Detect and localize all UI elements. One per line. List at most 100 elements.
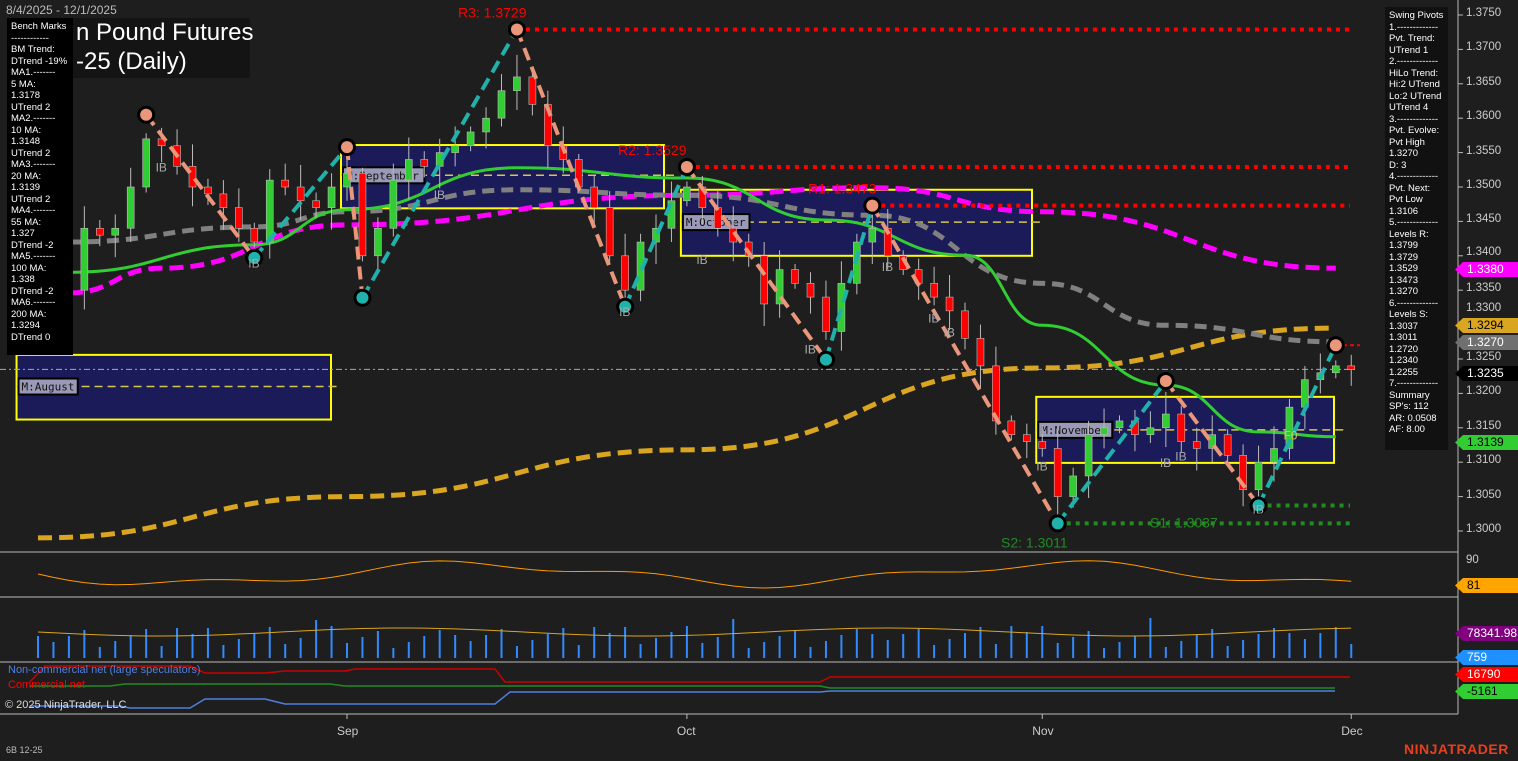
swing-high-icon bbox=[510, 23, 523, 36]
candle-body bbox=[1254, 461, 1263, 491]
candle-body bbox=[281, 179, 290, 188]
y-tick-label: 1.3700 bbox=[1466, 41, 1502, 54]
candle-body bbox=[513, 76, 521, 91]
candle-body bbox=[528, 76, 537, 105]
pivot-line: HiLo Trend: bbox=[1389, 67, 1439, 79]
pivot-line: Pvt. Trend: bbox=[1389, 33, 1435, 44]
pivot-line: 1.2720 bbox=[1389, 343, 1419, 355]
candle-body bbox=[126, 186, 135, 229]
x-tick-label: Oct bbox=[676, 724, 696, 738]
annotation-label: IB bbox=[882, 260, 893, 274]
candle-body bbox=[451, 145, 459, 153]
pivot-line: 2.------------- bbox=[1389, 56, 1439, 67]
pivot-line: UTrend 1 bbox=[1389, 44, 1429, 56]
zigzag-down-segment bbox=[345, 146, 365, 298]
candle-body bbox=[389, 179, 398, 229]
x-tick-label: Sep bbox=[337, 724, 359, 738]
pivot-line: Levels R: bbox=[1389, 228, 1429, 240]
zigzag-down-segment bbox=[515, 28, 627, 308]
annotation-label: IB bbox=[1253, 502, 1264, 516]
pivot-line: 1.3799 bbox=[1389, 240, 1419, 251]
candle-body bbox=[404, 159, 413, 181]
candle-body bbox=[80, 227, 89, 291]
bench-line: BM Trend: bbox=[11, 44, 55, 55]
bench-line: MA5.------- bbox=[11, 251, 56, 262]
bench-line: DTrend 0 bbox=[11, 331, 51, 343]
bench-line: Bench Marks bbox=[11, 21, 67, 32]
candle-body bbox=[1084, 434, 1093, 477]
candle-body bbox=[343, 172, 351, 188]
candle-body bbox=[235, 207, 243, 229]
zigzag-up-segment bbox=[623, 166, 689, 308]
candle-body bbox=[358, 172, 367, 257]
x-axis bbox=[346, 714, 1352, 719]
candle-body bbox=[791, 269, 799, 284]
zigzag-up-segment bbox=[1056, 379, 1168, 525]
candle-body bbox=[265, 179, 274, 243]
lower-panels bbox=[29, 560, 1353, 709]
indicator-tag: 16790 bbox=[1455, 667, 1518, 682]
pivot-line: 6.------------- bbox=[1389, 297, 1439, 309]
legend-commercial: Commercial net bbox=[8, 679, 86, 691]
title-line-1: n Pound Futures bbox=[76, 19, 254, 46]
pivot-line: SP's: 112 bbox=[1389, 401, 1429, 412]
candle-body bbox=[945, 296, 954, 312]
pivot-line: UTrend 4 bbox=[1389, 102, 1429, 113]
bench-line: 5 MA: bbox=[11, 78, 36, 90]
candle-body bbox=[1100, 427, 1108, 435]
pivot-line: 1.3037 bbox=[1389, 320, 1419, 332]
annotation-label: IB bbox=[619, 305, 630, 319]
bench-line: DTrend -2 bbox=[11, 285, 54, 297]
pivot-line: D: 3 bbox=[1389, 159, 1407, 171]
y-tick-label: 1.3500 bbox=[1466, 179, 1502, 191]
bench-line: DTrend -19% bbox=[11, 55, 68, 67]
ninjatrader-logo: NINJATRADER bbox=[1404, 741, 1509, 757]
price-tag: 1.3235 bbox=[1455, 366, 1518, 381]
candle-body bbox=[296, 186, 305, 202]
y-tick-label: 1.3650 bbox=[1466, 75, 1502, 88]
candle-body bbox=[1239, 455, 1247, 491]
bench-line: 1.3178 bbox=[11, 90, 41, 101]
price-tag: 1.3270 bbox=[1455, 335, 1518, 350]
swing-pivots-panel: Swing Pivots 1.------------- Pvt. Trend: UT… bbox=[1385, 7, 1448, 450]
bench-line: 200 MA: bbox=[11, 308, 47, 320]
candle-body bbox=[157, 138, 166, 147]
bench-line: DTrend -2 bbox=[11, 239, 54, 251]
y-tick-label: 1.3350 bbox=[1466, 282, 1502, 295]
price-tag: 1.3139 bbox=[1455, 435, 1518, 450]
pivot-line: 1.3270 bbox=[1389, 148, 1419, 159]
title-line-2: -25 (Daily) bbox=[76, 48, 187, 75]
swing-low-icon bbox=[1051, 517, 1064, 530]
candle-body bbox=[976, 338, 985, 367]
ma-line-55-ma bbox=[68, 187, 1336, 345]
bench-line: UTrend 2 bbox=[11, 101, 51, 113]
zigzag-up-segment bbox=[1256, 344, 1338, 507]
oscillator-axis-label: 90 bbox=[1466, 554, 1479, 566]
candle-body bbox=[1146, 427, 1155, 435]
bench-line: 1.338 bbox=[11, 274, 35, 285]
y-tick-label: 1.3050 bbox=[1466, 488, 1502, 501]
bench-line: MA1.------- bbox=[11, 67, 56, 78]
bench-line: 100 MA: bbox=[11, 262, 47, 274]
zigzag-up-segment bbox=[824, 204, 875, 361]
annotation-label: IB bbox=[696, 253, 707, 267]
y-tick-label: 1.3150 bbox=[1466, 420, 1502, 432]
candle-body bbox=[992, 365, 1000, 422]
pivot-line: 1.2255 bbox=[1389, 366, 1419, 378]
pivot-line: Lo:2 UTrend bbox=[1389, 90, 1442, 102]
swing-high-icon bbox=[680, 161, 693, 174]
candle-body bbox=[482, 117, 490, 133]
candle-body bbox=[1069, 475, 1077, 497]
candle-body bbox=[1270, 448, 1278, 463]
monthly-box-label: M:November bbox=[1041, 424, 1108, 437]
y-tick-label: 1.3000 bbox=[1466, 523, 1502, 535]
annotation-label: IB bbox=[928, 312, 939, 326]
pivot-line: Pvt. Next: bbox=[1389, 182, 1431, 194]
y-tick-label: 1.3750 bbox=[1466, 7, 1502, 19]
zigzag-down-segment bbox=[144, 113, 256, 260]
candle-body bbox=[204, 186, 212, 195]
candle-body bbox=[250, 227, 259, 243]
annotation-label: IB bbox=[248, 257, 259, 271]
candle-body bbox=[312, 200, 320, 208]
